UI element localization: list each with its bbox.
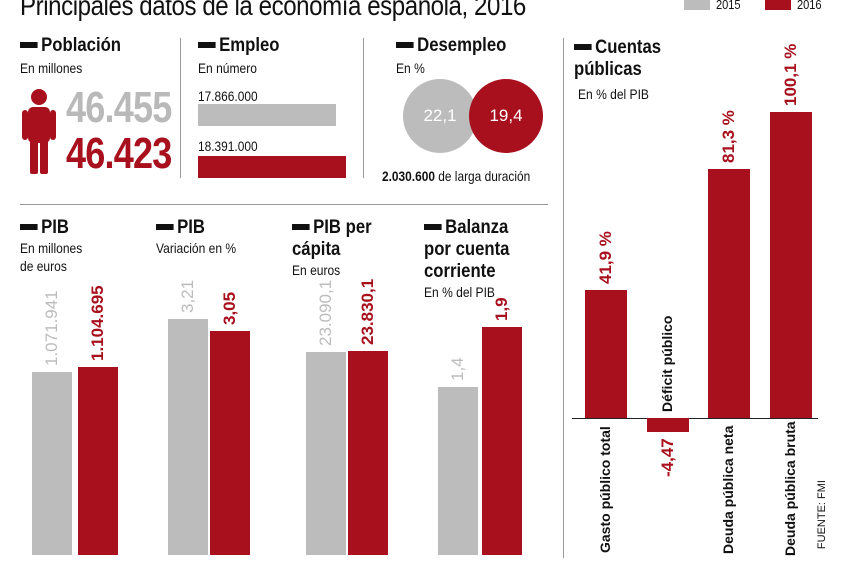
balanza-label-2015: 1,4 — [448, 357, 467, 381]
poblacion-unit: En millones — [20, 60, 83, 76]
cuentas-bar-1 — [647, 418, 689, 432]
pib-title: PIB — [20, 218, 69, 238]
balanza-unit: En % del PIB — [424, 284, 495, 300]
page-title: Principales datos de la economía español… — [20, 0, 526, 21]
cuentas-unit: En % del PIB — [578, 86, 649, 102]
desempleo-larga: 2.030.600 de larga duración — [382, 168, 531, 184]
pib-var-bar-2015 — [168, 319, 208, 555]
desempleo-2016: 19,4 — [489, 106, 523, 125]
divider — [20, 204, 548, 205]
poblacion-2016: 46.423 — [66, 129, 172, 178]
balanza-bar-2016 — [482, 327, 522, 555]
pib-pc-bar-2015 — [306, 352, 346, 555]
legend-swatch-2016 — [765, 0, 791, 10]
desempleo-2015: 22,1 — [423, 106, 457, 125]
balanza-title-2: por cuenta — [424, 239, 510, 260]
desempleo-circle-2015: 22,1 — [403, 79, 477, 153]
zero-axis — [572, 418, 818, 419]
empleo-unit: En número — [198, 60, 257, 76]
pib-label-2016: 1.104.695 — [88, 285, 107, 361]
pib-pc-title-2: cápita — [292, 239, 341, 260]
cuentas-title: Cuentas — [574, 38, 661, 58]
balanza-title: Balanza — [424, 218, 508, 238]
cuentas-label-3: 100,1 % — [781, 43, 800, 106]
pib-pc-label-2015: 23.090,1 — [316, 279, 335, 346]
pib-var-title: PIB — [156, 218, 205, 238]
cuentas-cat-2: Deuda pública neta — [720, 426, 736, 555]
cuentas-cat-1: Déficit público — [659, 315, 675, 412]
pib-bar-2016 — [78, 367, 118, 555]
empleo-bar-2016 — [198, 156, 346, 178]
source-note: FUENTE: FMI — [816, 480, 828, 550]
pib-pc-bar-2016 — [348, 351, 388, 555]
pib-unit-1: En millones — [20, 240, 83, 256]
pib-pc-label-2016: 23.830,1 — [358, 278, 377, 345]
cuentas-bar-0 — [585, 290, 627, 418]
cuentas-bar-2 — [708, 169, 750, 418]
divider — [363, 38, 364, 178]
pib-pc-title: PIB per — [292, 218, 372, 238]
empleo-2015-label: 17.866.000 — [198, 88, 258, 104]
pib-pc-unit: En euros — [292, 262, 341, 278]
pib-var-unit: Variación en % — [156, 240, 237, 256]
empleo-bar-2015 — [198, 104, 336, 126]
cuentas-label-0: 41,9 % — [596, 231, 615, 284]
cuentas-title-2: públicas — [574, 59, 642, 80]
legend-label-2016: 2016 — [797, 0, 822, 12]
pib-unit-2: de euros — [20, 258, 67, 274]
desempleo-title: Desempleo — [396, 36, 506, 56]
empleo-2016-label: 18.391.000 — [198, 138, 258, 154]
poblacion-title: Población — [20, 36, 121, 56]
pib-var-bar-2016 — [210, 331, 250, 555]
pib-bar-2015 — [32, 372, 72, 555]
poblacion-2015: 46.455 — [66, 83, 172, 132]
legend-swatch-2015 — [684, 0, 710, 10]
balanza-label-2016: 1,9 — [492, 297, 511, 321]
divider — [563, 38, 564, 558]
desempleo-unit: En % — [396, 60, 425, 76]
cuentas-label-2: 81,3 % — [719, 110, 738, 163]
cuentas-cat-3: Deuda pública bruta — [782, 421, 798, 556]
desempleo-circle-2016: 19,4 — [469, 79, 543, 153]
balanza-bar-2015 — [438, 387, 478, 555]
cuentas-bar-3 — [770, 112, 812, 418]
pib-var-label-2016: 3,05 — [220, 291, 239, 325]
cuentas-label-1: -4,47 — [658, 438, 677, 477]
pib-label-2015: 1.071.941 — [42, 290, 61, 366]
cuentas-cat-0: Gasto público total — [597, 426, 613, 553]
person-icon — [22, 89, 56, 174]
balanza-title-3: corriente — [424, 261, 496, 282]
divider — [180, 38, 181, 178]
legend-label-2015: 2015 — [716, 0, 741, 12]
pib-var-label-2015: 3,21 — [178, 279, 197, 313]
empleo-title: Empleo — [198, 36, 280, 56]
